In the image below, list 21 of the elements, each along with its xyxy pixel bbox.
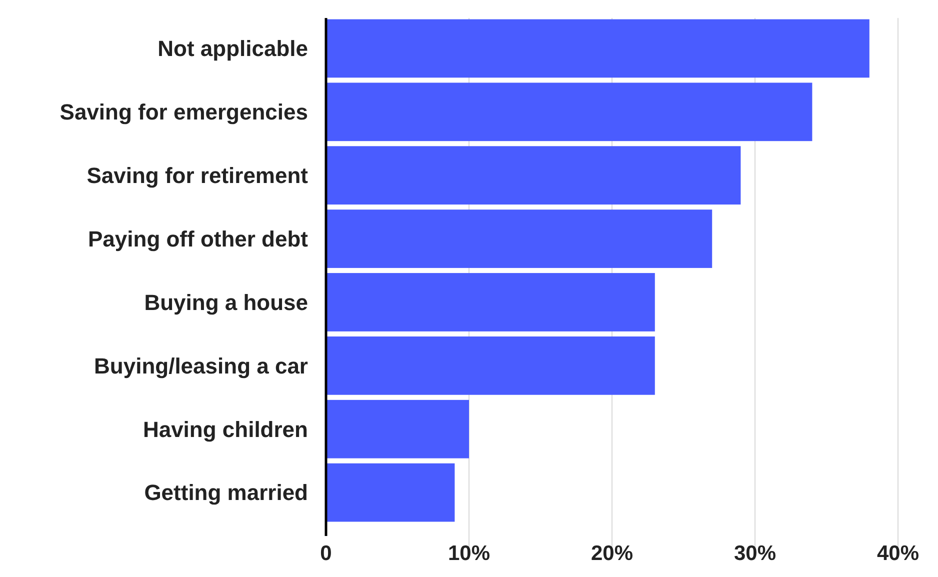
bar bbox=[326, 400, 469, 458]
y-tick-label: Having children bbox=[142, 416, 308, 442]
y-tick-label: Getting married bbox=[144, 480, 308, 506]
x-tick-label: 10% bbox=[448, 542, 490, 565]
x-tick-label: 40% bbox=[876, 542, 920, 565]
x-tick-label: 0 bbox=[320, 542, 332, 565]
bar bbox=[326, 82, 812, 142]
y-tick-label: Buying a house bbox=[144, 290, 308, 315]
y-tick-label: Saving for emergencies bbox=[60, 100, 308, 125]
y-tick-label: Saving for retirement bbox=[86, 163, 309, 188]
y-tick-label: Paying off other debt bbox=[88, 226, 309, 252]
bar bbox=[326, 273, 655, 332]
bar bbox=[326, 463, 455, 522]
bar bbox=[326, 19, 870, 78]
y-tick-label: Not applicable bbox=[158, 36, 308, 62]
bar bbox=[326, 146, 741, 205]
x-tick-label: 30% bbox=[734, 542, 776, 565]
bar bbox=[326, 336, 655, 395]
bar bbox=[326, 210, 712, 268]
y-tick-label: Buying/leasing a car bbox=[94, 353, 308, 378]
x-tick-label: 20% bbox=[590, 542, 634, 565]
